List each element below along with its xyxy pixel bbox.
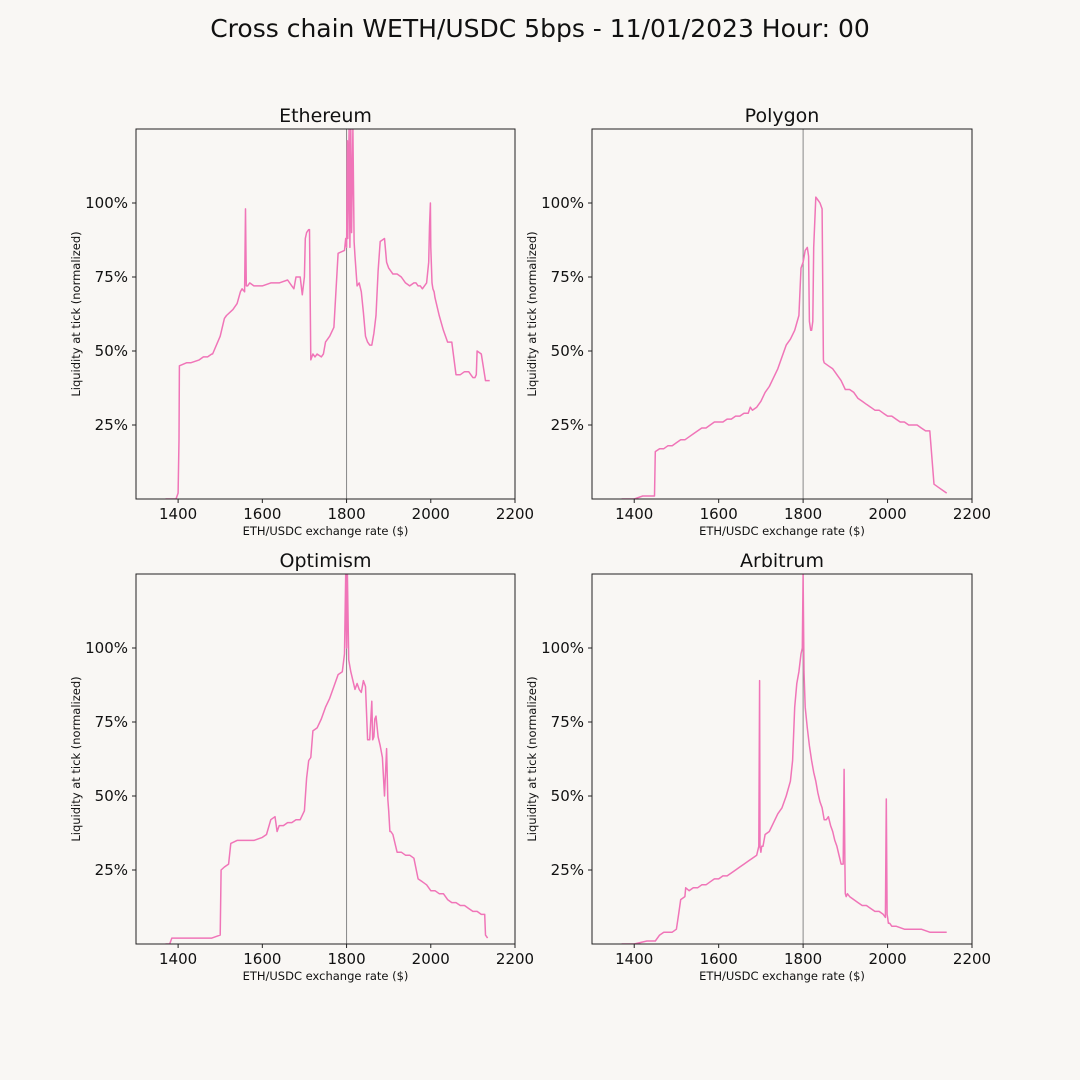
x-tick-label: 1800 xyxy=(327,505,365,523)
series-line-ethereum xyxy=(165,129,490,499)
x-tick-label: 1400 xyxy=(159,950,197,968)
axes-frame xyxy=(135,128,516,500)
x-tick-label: 2000 xyxy=(868,505,906,523)
subplot-title: Polygon xyxy=(745,105,820,127)
x-tick-label: 1400 xyxy=(615,950,653,968)
x-tick-label: 1800 xyxy=(784,505,822,523)
x-axis-label: ETH/USDC exchange rate ($) xyxy=(243,524,409,538)
x-tick-label: 1400 xyxy=(615,505,653,523)
subplot-title: Arbitrum xyxy=(740,550,824,572)
y-axis-label: Liquidity at tick (normalized) xyxy=(525,676,539,841)
x-tick-label: 2200 xyxy=(496,950,534,968)
y-tick-label: 75% xyxy=(551,713,584,731)
x-axis-label: ETH/USDC exchange rate ($) xyxy=(699,524,865,538)
x-tick-label: 1400 xyxy=(159,505,197,523)
subplot-title: Ethereum xyxy=(279,105,372,127)
x-tick-label: 1600 xyxy=(700,505,738,523)
y-axis-label: Liquidity at tick (normalized) xyxy=(69,231,83,396)
axes-frame xyxy=(135,573,516,945)
y-tick-label: 75% xyxy=(95,268,128,286)
x-tick-label: 1600 xyxy=(700,950,738,968)
y-tick-label: 50% xyxy=(95,787,128,805)
x-tick-label: 2000 xyxy=(412,505,450,523)
y-tick-label: 25% xyxy=(551,416,584,434)
y-tick-label: 100% xyxy=(541,194,584,212)
x-tick-label: 1600 xyxy=(243,505,281,523)
x-tick-label: 1800 xyxy=(784,950,822,968)
x-axis-label: ETH/USDC exchange rate ($) xyxy=(699,969,865,983)
y-tick-label: 100% xyxy=(85,639,128,657)
subplot-ethereum: 1400 1600 1800 2000 2200 25% 50% 75% 100% Ethereu… xyxy=(69,105,534,538)
subplot-optimism: 1400 1600 1800 2000 2200 25% 50% 75% 100% Optimis… xyxy=(69,550,534,983)
y-tick-label: 50% xyxy=(551,787,584,805)
figure-title: Cross chain WETH/USDC 5bps - 11/01/2023 … xyxy=(210,14,870,43)
axes-frame xyxy=(591,128,973,500)
x-tick-label: 2200 xyxy=(496,505,534,523)
series-line-optimism xyxy=(165,574,489,944)
x-tick-label: 2000 xyxy=(412,950,450,968)
subplot-arbitrum: 1400 1600 1800 2000 2200 25% 50% 75% 100% Arbitru… xyxy=(525,550,991,983)
x-tick-label: 2000 xyxy=(868,950,906,968)
y-tick-label: 75% xyxy=(551,268,584,286)
y-tick-label: 25% xyxy=(95,861,128,879)
y-tick-label: 25% xyxy=(95,416,128,434)
x-tick-label: 2200 xyxy=(953,950,991,968)
y-tick-label: 100% xyxy=(541,639,584,657)
y-tick-label: 100% xyxy=(85,194,128,212)
series-line-polygon xyxy=(621,196,948,499)
y-tick-label: 50% xyxy=(95,342,128,360)
axes-frame xyxy=(591,573,973,945)
y-tick-label: 75% xyxy=(95,713,128,731)
y-axis-label: Liquidity at tick (normalized) xyxy=(69,676,83,841)
y-axis-label: Liquidity at tick (normalized) xyxy=(525,231,539,396)
y-tick-label: 25% xyxy=(551,861,584,879)
x-tick-label: 1800 xyxy=(327,950,365,968)
y-tick-label: 50% xyxy=(551,342,584,360)
x-axis-label: ETH/USDC exchange rate ($) xyxy=(243,969,409,983)
subplot-polygon: 1400 1600 1800 2000 2200 25% 50% 75% 100% Polygon… xyxy=(525,105,991,538)
series-line-arbitrum xyxy=(621,574,947,944)
subplot-title: Optimism xyxy=(280,550,372,572)
x-tick-label: 1600 xyxy=(243,950,281,968)
x-tick-label: 2200 xyxy=(953,505,991,523)
